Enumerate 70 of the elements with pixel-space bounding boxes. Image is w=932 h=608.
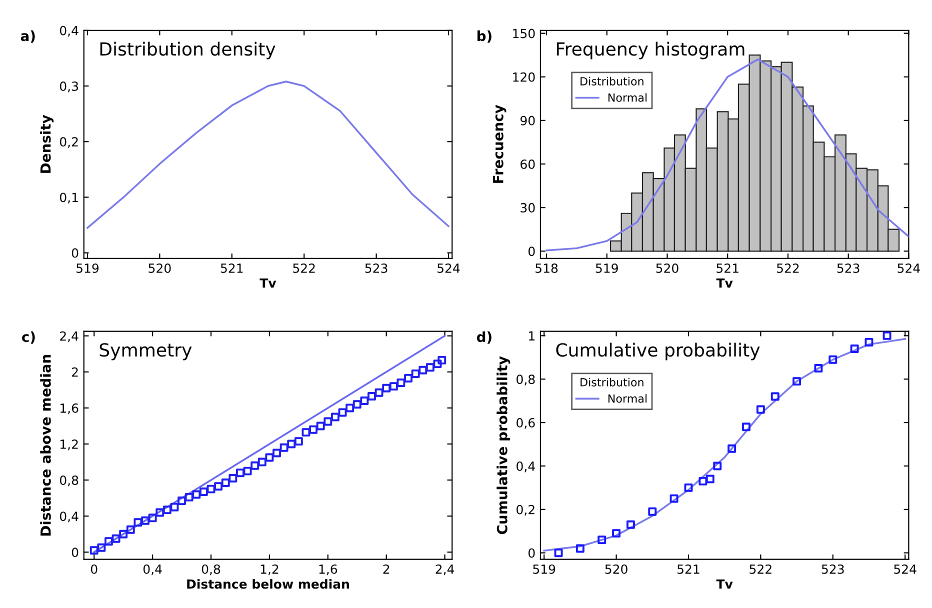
y-tick-label: 0,2 bbox=[516, 504, 534, 516]
x-tick-label: 2 bbox=[383, 564, 390, 574]
x-tick-label: 522 bbox=[293, 263, 315, 273]
text: c) bbox=[22, 331, 35, 344]
x-tick-label: 520 bbox=[656, 263, 678, 273]
y-tick-label: 2,4 bbox=[60, 331, 78, 342]
y-tick-label: 1 bbox=[529, 331, 534, 340]
y-tick-label: 0,4 bbox=[60, 26, 78, 37]
y-tick-label: 0,6 bbox=[516, 418, 535, 429]
x-tick-label: 1,6 bbox=[319, 564, 338, 576]
y-tick-label: 30 bbox=[520, 203, 535, 212]
x-tick-label: 524 bbox=[898, 263, 920, 273]
y-tick-label: 0,1 bbox=[60, 192, 78, 204]
y-axis-title: Frecuency bbox=[493, 104, 506, 183]
x-axis-title: Tv bbox=[716, 278, 733, 288]
y-axis-title: Distance above median bbox=[40, 354, 51, 536]
x-tick-label: 523 bbox=[837, 263, 860, 273]
legend-label: Normal bbox=[608, 93, 647, 102]
y-tick-label: 1,2 bbox=[60, 439, 78, 450]
x-axis-title: Tv bbox=[716, 579, 733, 589]
y-tick-label: 120 bbox=[513, 72, 535, 82]
y-tick-label: 2 bbox=[72, 367, 78, 377]
x-tick-label: 524 bbox=[894, 564, 916, 574]
x-tick-label: 520 bbox=[605, 564, 628, 574]
x-tick-label: 519 bbox=[76, 263, 99, 273]
x-tick-label: 0,8 bbox=[202, 564, 220, 576]
x-tick-label: 0 bbox=[90, 564, 98, 574]
legend-title: Distribution bbox=[580, 76, 644, 86]
y-tick-label: 0,4 bbox=[60, 512, 78, 522]
y-tick-label: 0 bbox=[528, 246, 535, 256]
x-tick-label: 523 bbox=[365, 263, 388, 273]
x-axis-title: Tv bbox=[260, 278, 276, 288]
x-tick-label: 521 bbox=[716, 263, 738, 273]
y-axis-title: Density bbox=[40, 114, 54, 173]
y-tick-label: 0 bbox=[528, 548, 535, 558]
text: Symmetry bbox=[100, 343, 192, 360]
y-tick-label: 0,2 bbox=[60, 137, 78, 148]
x-tick-label: 518 bbox=[536, 263, 558, 273]
x-tick-label: 519 bbox=[596, 263, 618, 273]
y-tick-label: 0,3 bbox=[60, 81, 78, 92]
y-tick-label: 0,4 bbox=[516, 461, 535, 472]
x-axis-title: Distance below median bbox=[187, 579, 349, 589]
y-axis-title: Cumulative probability bbox=[496, 356, 510, 534]
x-tick-label: 2,4 bbox=[436, 564, 454, 576]
legend-title: Distribution bbox=[580, 378, 644, 386]
x-tick-label: 1,2 bbox=[260, 564, 278, 576]
y-tick-label: 0 bbox=[72, 248, 78, 258]
text: Distribution density bbox=[100, 42, 276, 60]
y-tick-label: 0,8 bbox=[516, 374, 535, 386]
y-tick-label: 0 bbox=[72, 548, 78, 558]
y-tick-label: 1,6 bbox=[60, 403, 78, 414]
y-tick-label: 150 bbox=[513, 28, 535, 38]
x-tick-label: 519 bbox=[533, 564, 556, 574]
text: Frequency histogram bbox=[556, 42, 744, 60]
x-tick-label: 521 bbox=[678, 564, 700, 574]
x-tick-label: 521 bbox=[220, 263, 243, 273]
legend-label: Normal bbox=[608, 394, 647, 403]
x-tick-label: 524 bbox=[438, 263, 460, 273]
y-tick-label: 90 bbox=[520, 116, 535, 126]
x-tick-label: 520 bbox=[148, 263, 171, 273]
y-tick-label: 60 bbox=[520, 159, 535, 169]
x-tick-label: 0,4 bbox=[143, 564, 162, 576]
text: Cumulative probability bbox=[556, 342, 760, 360]
text: a) bbox=[20, 30, 35, 43]
y-tick-label: 0,8 bbox=[60, 476, 78, 486]
x-tick-label: 522 bbox=[750, 564, 772, 574]
x-tick-label: 523 bbox=[822, 564, 844, 574]
x-tick-label: 522 bbox=[777, 263, 799, 273]
text: b) bbox=[477, 30, 492, 43]
text: d) bbox=[476, 331, 492, 344]
